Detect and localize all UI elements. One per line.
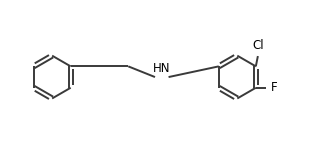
Text: F: F <box>271 81 277 94</box>
Text: HN: HN <box>153 62 170 75</box>
Text: Cl: Cl <box>252 39 264 52</box>
